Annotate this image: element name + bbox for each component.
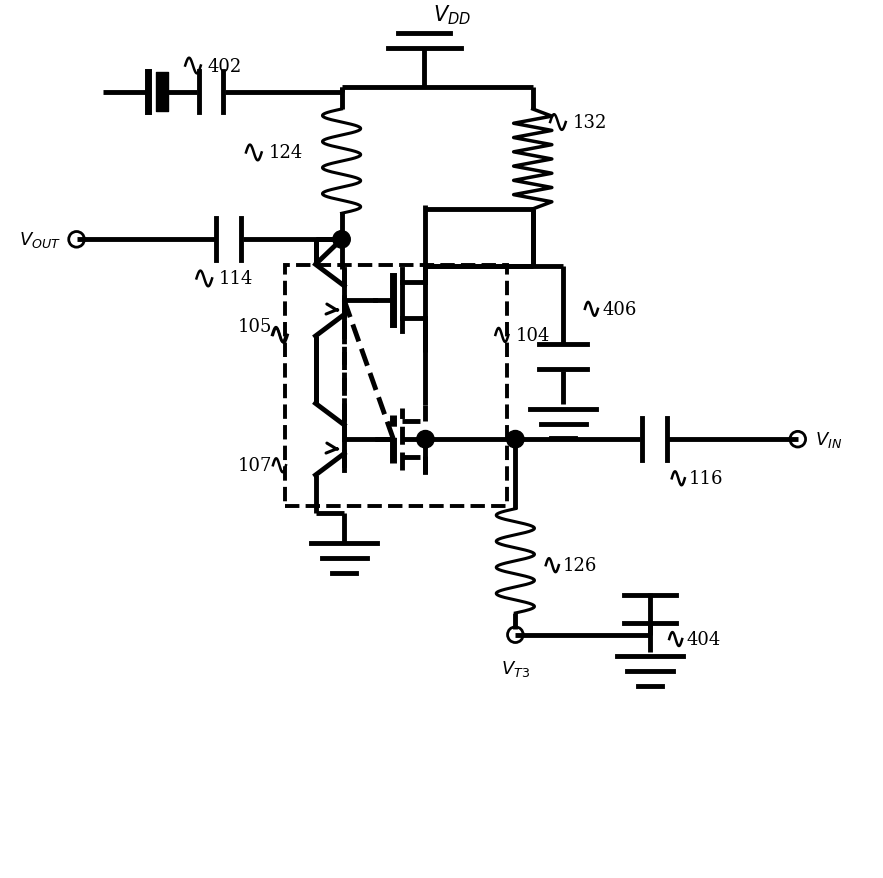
Text: 124: 124	[268, 144, 303, 162]
Text: 406: 406	[602, 300, 637, 319]
Text: $V_{IN}$: $V_{IN}$	[815, 429, 842, 450]
Text: 116: 116	[689, 470, 724, 488]
Text: 105: 105	[238, 318, 272, 336]
Text: $V_{DD}$: $V_{DD}$	[433, 4, 471, 27]
Text: 404: 404	[687, 630, 721, 648]
Text: 126: 126	[563, 557, 598, 574]
Text: 132: 132	[573, 114, 608, 132]
Text: 104: 104	[516, 327, 550, 344]
Text: 114: 114	[219, 270, 253, 288]
Circle shape	[333, 232, 351, 248]
Text: $V_{T3}$: $V_{T3}$	[501, 658, 530, 679]
Text: 107: 107	[238, 457, 272, 475]
Circle shape	[417, 431, 434, 449]
Circle shape	[507, 431, 524, 449]
Text: 402: 402	[208, 57, 242, 76]
Text: $V_{OUT}$: $V_{OUT}$	[19, 230, 61, 250]
